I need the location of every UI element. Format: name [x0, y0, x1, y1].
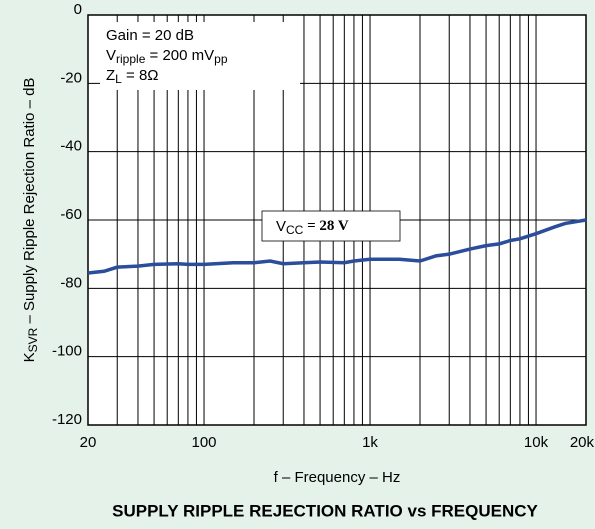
y-axis-label-part: K [21, 352, 38, 362]
line [87, 218, 587, 275]
series-label-box [261, 210, 401, 242]
annotation-part: Gain = 20 dB [106, 27, 194, 44]
x-tick-label: 100 [192, 434, 217, 451]
annotation-part: = 8Ω [122, 67, 159, 84]
annotation-part: ripple [116, 52, 146, 66]
y-axis-label-part: SVR [26, 327, 40, 352]
series-label-part: = 28 V [303, 218, 349, 234]
series-label-part: V [276, 218, 286, 235]
annotation-part: L [115, 72, 122, 86]
annotation-part: pp [214, 52, 228, 66]
series-label: VCC = 28 V [276, 218, 349, 237]
y-axis-label-part: – Supply Ripple Rejection Ratio – dB [21, 78, 38, 328]
series-label-part: CC [286, 223, 304, 237]
annotation: ZL = 8Ω [106, 67, 159, 86]
x-tick-label: 20 [80, 434, 97, 451]
annotation-part: Z [106, 67, 115, 84]
y-tick-label: -120 [52, 411, 82, 428]
x-tick-label: 1k [362, 434, 378, 451]
x-tick-label: 10k [524, 434, 549, 451]
annotation-part: = 200 mV [145, 47, 214, 64]
x-axis-label: f – Frequency – Hz [274, 469, 401, 486]
annotation-box [100, 22, 300, 90]
annotation-part: V [106, 47, 116, 64]
annotation: Vripple = 200 mVpp [106, 47, 228, 66]
y-axis-label: KSVR – Supply Ripple Rejection Ratio – d… [21, 78, 40, 363]
y-tick-label: -60 [60, 206, 82, 223]
y-tick-label: 0 [74, 1, 82, 18]
annotation: Gain = 20 dB [106, 27, 194, 44]
y-tick-label: -20 [60, 69, 82, 86]
y-tick-label: -40 [60, 138, 82, 155]
y-tick-label: -100 [52, 343, 82, 360]
chart-title: SUPPLY RIPPLE REJECTION RATIO vs FREQUEN… [112, 501, 538, 520]
y-tick-label: -80 [60, 274, 82, 291]
x-tick-label: 20k [570, 434, 595, 451]
